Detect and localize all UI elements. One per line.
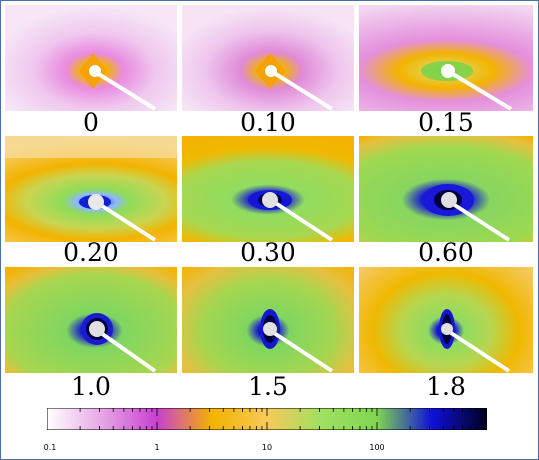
- scattering-pattern-panel: [359, 136, 533, 242]
- panel-label: 0.20: [63, 238, 119, 267]
- panel-label: 1.5: [248, 372, 288, 401]
- scattering-pattern-panel: [182, 5, 354, 111]
- scattering-pattern-panel: [182, 267, 354, 373]
- colorbar-tick-label: 100: [369, 443, 385, 452]
- panel-label: 0: [83, 108, 99, 137]
- scattering-pattern-panel: [5, 136, 177, 242]
- scattering-pattern-panel: [182, 136, 354, 242]
- panel-label: 1.8: [426, 372, 466, 401]
- colorbar-tick-label: 0.1: [43, 443, 57, 452]
- panel-label: 0.15: [418, 108, 474, 137]
- panel-label: 0.10: [240, 108, 296, 137]
- scattering-pattern-panel: [359, 5, 533, 111]
- panel-label: 0.60: [418, 238, 474, 267]
- scattering-pattern-panel: [359, 267, 533, 373]
- colorbar-tick-label: 1: [154, 443, 160, 452]
- colorbar-tick-label: 10: [261, 443, 273, 452]
- colorbar: [46, 407, 488, 431]
- scattering-pattern-panel: [5, 267, 177, 373]
- panel-label: 1.0: [71, 372, 111, 401]
- panel-label: 0.30: [240, 238, 296, 267]
- scattering-pattern-panel: [5, 5, 177, 111]
